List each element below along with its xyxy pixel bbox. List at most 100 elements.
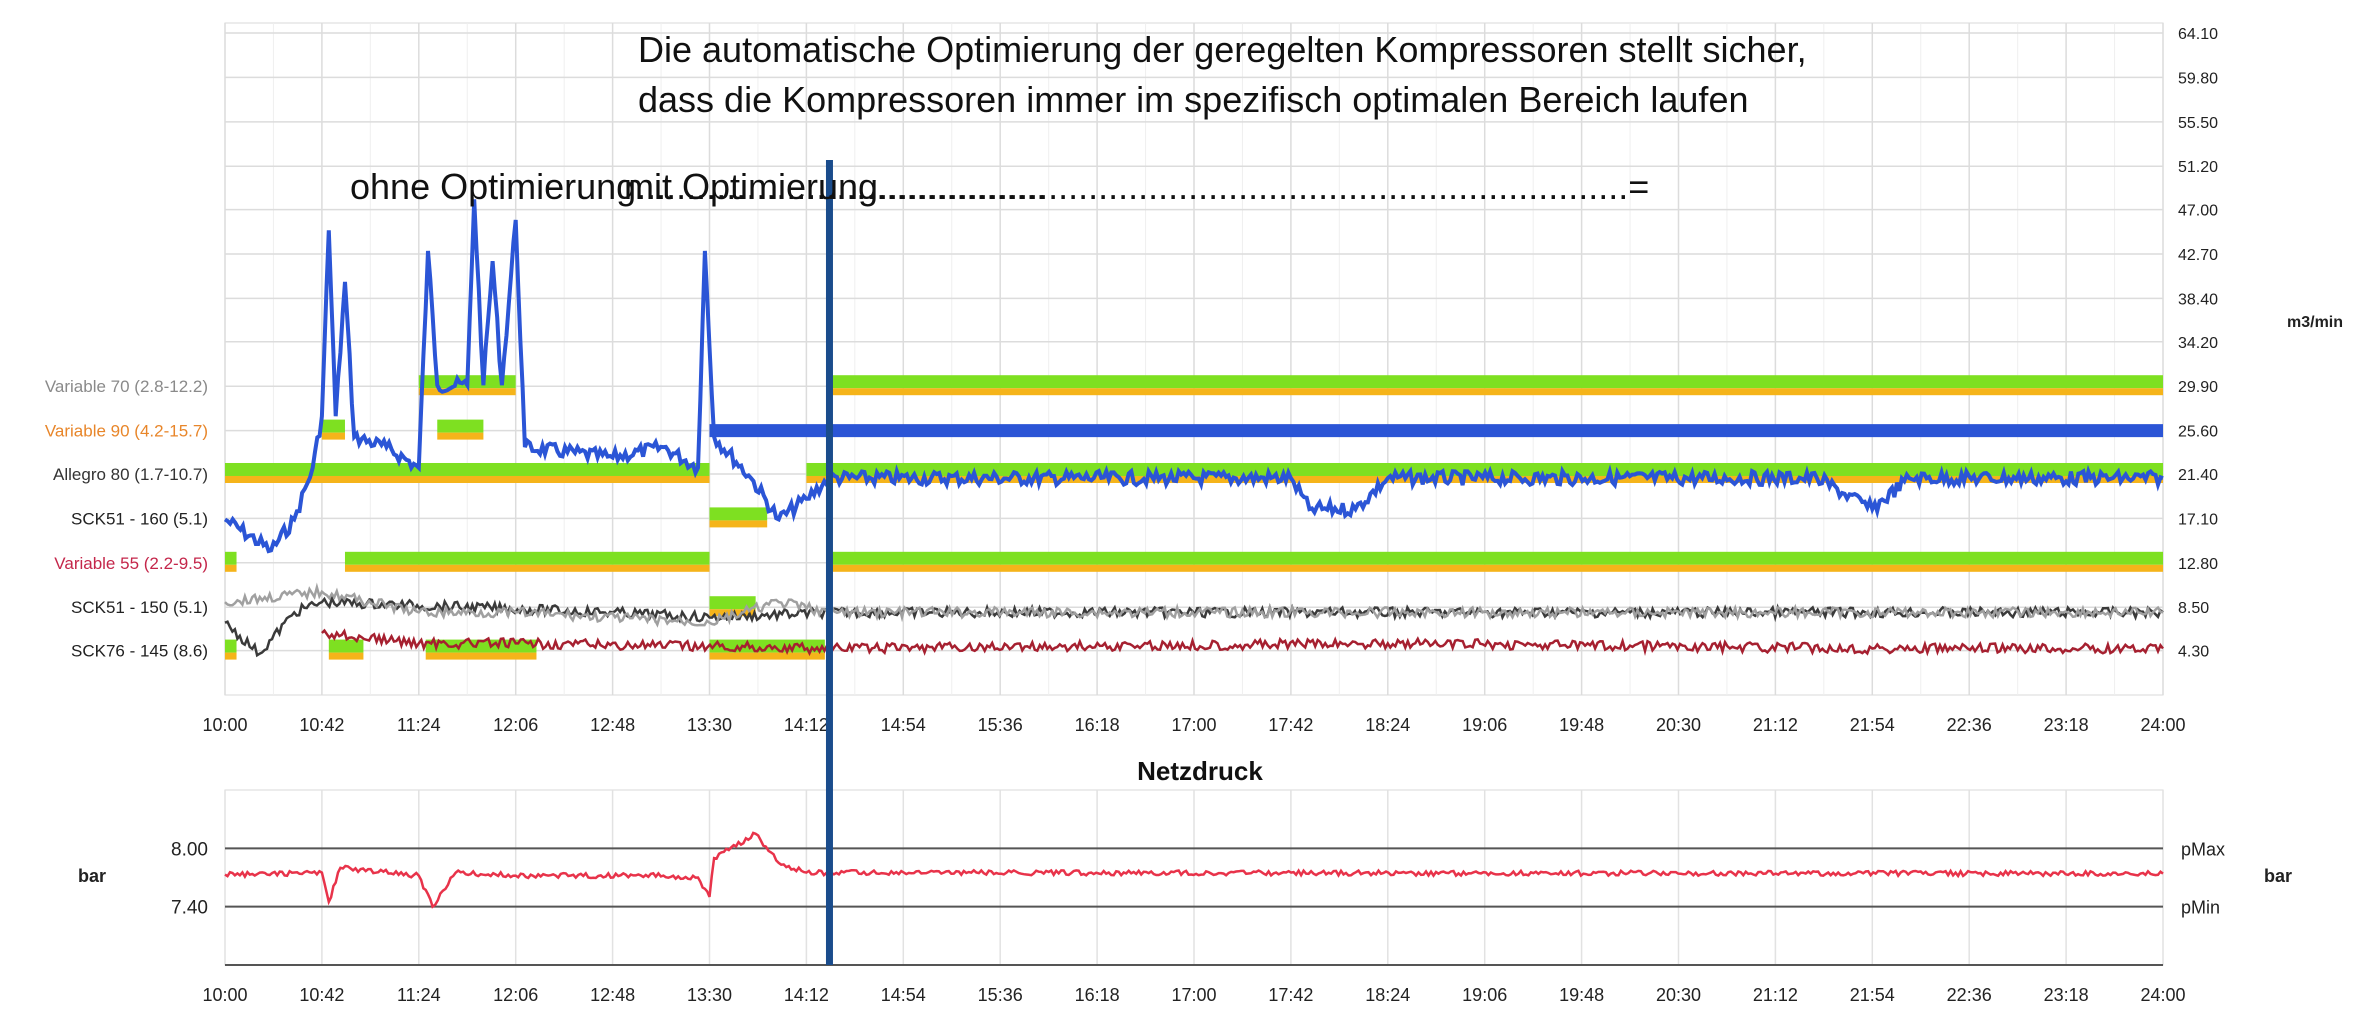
y-tick-label: 25.60 [2178, 424, 2218, 441]
pressure-x-tick: 13:30 [687, 985, 732, 1005]
compressor-label: Variable 70 (2.8-12.2) [45, 377, 208, 396]
pressure-x-tick: 12:06 [493, 985, 538, 1005]
compressor-bar-orange [829, 564, 2163, 572]
pressure-x-tick: 15:36 [978, 985, 1023, 1005]
compressor-bars [225, 375, 2163, 660]
y-tick-label: 47.00 [2178, 203, 2218, 220]
pressure-x-tick: 19:06 [1462, 985, 1507, 1005]
pressure-x-tick: 22:36 [1947, 985, 1992, 1005]
compressor-bar-orange [225, 475, 710, 483]
compressor-bar-orange [344, 564, 710, 572]
pressure-y-tick: 7.40 [171, 898, 208, 919]
pressure-x-tick: 14:12 [784, 985, 829, 1005]
compressor-bar-green [225, 551, 237, 565]
pressure-title: Netzdruck [1137, 756, 1263, 786]
x-tick-label: 22:36 [1947, 715, 1992, 735]
compressor-label: Allegro 80 (1.7-10.7) [53, 465, 208, 484]
pressure-y-tick: 8.00 [171, 839, 208, 860]
compressor-bar-orange [328, 652, 364, 660]
x-tick-label: 19:48 [1559, 715, 1604, 735]
x-tick-label: 24:00 [2140, 715, 2185, 735]
compressor-lines [223, 199, 2164, 658]
y-tick-label: 12.80 [2178, 556, 2218, 573]
pressure-x-tick: 10:42 [299, 985, 344, 1005]
pressure-chart-grid [224, 789, 2164, 966]
phase-with-optimization: mit Optimierung.........................… [624, 166, 1650, 207]
y-tick-label: 8.50 [2178, 600, 2209, 617]
x-tick-label: 23:18 [2044, 715, 2089, 735]
compressor-bar-green [225, 639, 237, 653]
pressure-x-tick: 17:42 [1268, 985, 1313, 1005]
compressor-label: Variable 55 (2.2-9.5) [54, 554, 208, 573]
compressor-bar-orange [321, 432, 345, 440]
x-tick-label: 10:00 [202, 715, 247, 735]
pmax-label: pMax [2181, 839, 2225, 859]
top-chart-grid [224, 22, 2164, 696]
x-tick-label: 16:18 [1075, 715, 1120, 735]
y-tick-label: 29.90 [2178, 379, 2218, 396]
x-tick-label: 14:12 [784, 715, 829, 735]
compressor-bar-green [829, 375, 2163, 389]
pressure-x-tick: 19:48 [1559, 985, 1604, 1005]
compressor-bar-orange [806, 475, 2163, 483]
x-tick-label: 14:54 [881, 715, 926, 735]
pressure-line [224, 831, 2164, 909]
x-tick-label: 19:06 [1462, 715, 1507, 735]
pmin-label: pMin [2181, 898, 2220, 918]
pressure-x-tick: 11:24 [397, 985, 441, 1005]
pressure-x-tick: 10:00 [202, 985, 247, 1005]
y-tick-label: 42.70 [2178, 247, 2218, 264]
compressor-bar-green [709, 507, 768, 521]
compressor-bar-orange [225, 564, 237, 572]
compressor-bar-green [328, 639, 364, 653]
x-tick-label: 20:30 [1656, 715, 1701, 735]
compressor-bar-green [321, 419, 345, 433]
compressor-label: SCK51 - 150 (5.1) [71, 598, 208, 617]
compressor-bar-green [709, 596, 756, 610]
pressure-x-tick: 18:24 [1365, 985, 1410, 1005]
y-tick-label: 64.10 [2178, 26, 2218, 43]
compressor-label: SCK76 - 145 (8.6) [71, 642, 208, 661]
x-tick-label: 12:06 [493, 715, 538, 735]
x-tick-label: 11:24 [397, 715, 441, 735]
y-tick-label: 51.20 [2178, 159, 2218, 176]
y-unit-label: m3/min [2287, 314, 2343, 331]
pressure-x-tick: 21:54 [1850, 985, 1895, 1005]
y-tick-label: 4.30 [2178, 644, 2209, 661]
x-tick-label: 13:30 [687, 715, 732, 735]
x-tick-label: 21:54 [1850, 715, 1895, 735]
y-tick-label: 34.20 [2178, 335, 2218, 352]
top-chart-axes: 10:00 10:42 11:24 12:06 12:48 13:30 14:12 14:54… [45, 26, 2343, 735]
pressure-x-tick: 20:30 [1656, 985, 1701, 1005]
pressure-x-tick: 14:54 [881, 985, 926, 1005]
compressor-bar-orange [225, 652, 237, 660]
x-tick-label: 15:36 [978, 715, 1023, 735]
compressor-bar-orange [829, 388, 2163, 396]
compressor-label: SCK51 - 160 (5.1) [71, 509, 208, 528]
pressure-x-tick: 16:18 [1075, 985, 1120, 1005]
compressor-bar-green [344, 551, 710, 565]
compressor-bar-orange [418, 388, 516, 396]
pressure-x-tick: 12:48 [590, 985, 635, 1005]
x-tick-label: 18:24 [1365, 715, 1410, 735]
annotation-line-2: dass die Kompressoren immer im spezifisc… [638, 79, 1749, 120]
y-tick-label: 38.40 [2178, 291, 2218, 308]
annotation-line-1: Die automatische Optimierung der geregel… [638, 29, 1807, 70]
series-line [223, 199, 2164, 554]
x-tick-label: 17:42 [1268, 715, 1313, 735]
phase-without-optimization: ohne Optimierung........................… [350, 166, 1047, 207]
pressure-x-tick: 17:00 [1171, 985, 1216, 1005]
x-tick-label: 17:00 [1171, 715, 1216, 735]
compressor-bar-green [225, 462, 710, 476]
compressor-bar-orange [425, 652, 537, 660]
pressure-x-tick: 23:18 [2044, 985, 2089, 1005]
x-tick-label: 21:12 [1753, 715, 1798, 735]
compressor-bar-orange [437, 432, 484, 440]
x-tick-label: 10:42 [299, 715, 344, 735]
compressor-bar-green [829, 551, 2163, 565]
series-line [224, 582, 2164, 628]
y-tick-label: 55.50 [2178, 115, 2218, 132]
pressure-x-tick: 24:00 [2140, 985, 2185, 1005]
